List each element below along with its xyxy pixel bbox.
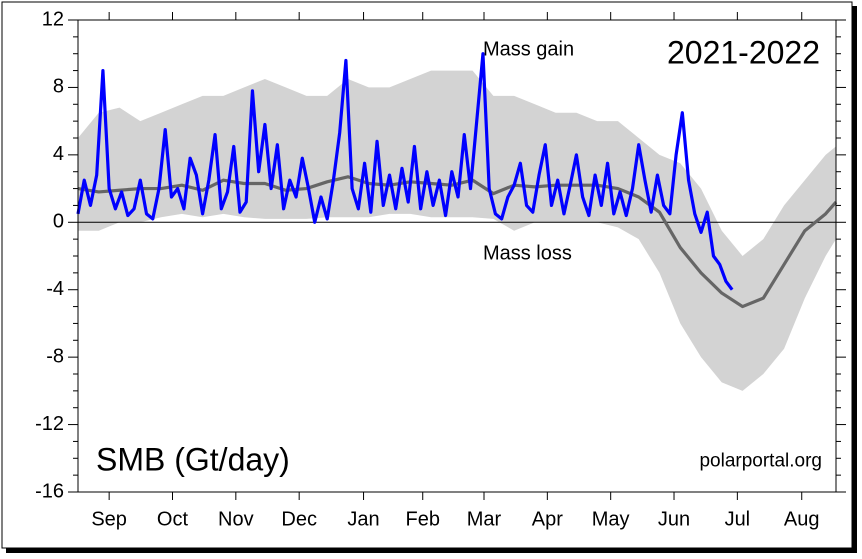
- x-tick-label: Jul: [725, 508, 751, 530]
- x-tick-label: Jun: [658, 508, 690, 530]
- x-tick-label: Apr: [532, 508, 563, 530]
- frame-shadow: [852, 6, 857, 552]
- x-tick-label: Sep: [91, 508, 127, 530]
- annotation: polarportal.org: [699, 451, 822, 472]
- y-axis-label: SMB (Gt/day): [96, 441, 290, 477]
- y-tick-label: 12: [42, 8, 64, 30]
- y-tick-label: 0: [53, 211, 64, 233]
- annotation: Mass loss: [483, 243, 572, 265]
- y-tick-label: -8: [46, 345, 64, 367]
- x-tick-label: Aug: [784, 508, 820, 530]
- y-tick-label: -12: [35, 413, 64, 435]
- y-tick-label: -16: [35, 480, 64, 502]
- x-tick-label: Feb: [405, 508, 439, 530]
- chart-title: 2021-2022: [667, 34, 820, 70]
- y-tick-label: 4: [53, 143, 64, 165]
- annotation: Mass gain: [483, 39, 574, 61]
- frame-shadow: [6, 548, 857, 553]
- x-tick-label: May: [592, 508, 630, 530]
- x-tick-label: Dec: [281, 508, 317, 530]
- x-tick-label: Oct: [157, 508, 189, 530]
- plot-area: -16 -12 -8 -4 0 4 8 12 Sep Oct Nov Dec Jan Feb Mar Apr M…: [35, 8, 846, 530]
- x-tick-label: Mar: [467, 508, 502, 530]
- x-tick-label: Jan: [347, 508, 379, 530]
- series-line: [76, 52, 734, 291]
- x-tick-label: Nov: [218, 508, 254, 530]
- y-tick-label: -4: [46, 278, 64, 300]
- y-tick-label: 8: [53, 76, 64, 98]
